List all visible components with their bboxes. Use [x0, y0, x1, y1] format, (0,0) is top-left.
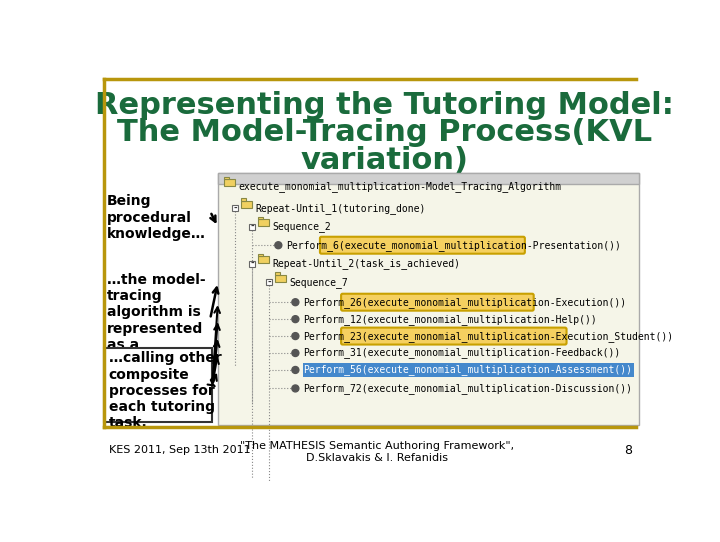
Text: Perform_26(execute_monomial_multiplication-Execution()): Perform_26(execute_monomial_multiplicati… — [303, 297, 626, 308]
Text: …the model-
tracing
algorithm is
represented
as a
composite
porcess…: …the model- tracing algorithm is represe… — [107, 273, 206, 384]
Text: "The MATHESIS Semantic Authoring Framework",: "The MATHESIS Semantic Authoring Framewo… — [240, 441, 514, 451]
Bar — [241, 198, 246, 201]
Text: KES 2011, Sep 13th 2011: KES 2011, Sep 13th 2011 — [109, 445, 251, 455]
FancyBboxPatch shape — [320, 237, 525, 254]
Circle shape — [292, 315, 299, 322]
Text: Being
procedural
knowledge…: Being procedural knowledge… — [107, 195, 206, 241]
Text: Perform_72(execute_monomial_multiplication-Discussion()): Perform_72(execute_monomial_multiplicati… — [303, 383, 632, 394]
Text: -: - — [250, 259, 253, 268]
Circle shape — [292, 366, 299, 373]
Text: Repeat-Until_1(tutoring_done): Repeat-Until_1(tutoring_done) — [255, 203, 426, 214]
Bar — [275, 272, 280, 275]
Text: Representing the Tutoring Model:: Representing the Tutoring Model: — [95, 91, 674, 120]
Text: Sequence_7: Sequence_7 — [289, 277, 348, 288]
Bar — [258, 217, 263, 220]
Bar — [218, 173, 639, 425]
Text: Perform_6(execute_monomial_multiplication-Presentation()): Perform_6(execute_monomial_multiplicatio… — [286, 240, 621, 250]
Bar — [218, 173, 639, 184]
Bar — [241, 201, 252, 208]
Bar — [224, 179, 235, 186]
Circle shape — [292, 350, 299, 357]
Text: Perform_56(execute_monomial_multiplication-Assessment()): Perform_56(execute_monomial_multiplicati… — [303, 365, 632, 376]
Bar — [266, 279, 272, 285]
Bar — [224, 177, 229, 179]
Circle shape — [292, 333, 299, 339]
Text: execute_monomial_multiplication-Model_Tracing_Algorithm: execute_monomial_multiplication-Model_Tr… — [238, 181, 561, 192]
Text: The Model-Tracing Process(KVL: The Model-Tracing Process(KVL — [117, 118, 652, 147]
Text: Perform_31(execute_monomial_multiplication-Feedback()): Perform_31(execute_monomial_multiplicati… — [303, 347, 621, 358]
Bar — [104, 349, 212, 422]
Bar — [249, 261, 255, 267]
Bar — [249, 224, 255, 230]
Text: …calling other
composite
processes for
each tutoring
task.: …calling other composite processes for e… — [109, 351, 221, 430]
Text: -: - — [267, 278, 271, 287]
Circle shape — [292, 299, 299, 306]
FancyBboxPatch shape — [341, 294, 534, 311]
Text: Sequence_2: Sequence_2 — [272, 221, 331, 232]
Bar — [232, 205, 238, 211]
Bar — [303, 363, 634, 377]
Text: Perform_12(execute_monomial_multiplication-Help()): Perform_12(execute_monomial_multiplicati… — [303, 314, 597, 325]
Text: Perform_23(execute_monomial_multiplication-Execution_Student()): Perform_23(execute_monomial_multiplicati… — [303, 331, 673, 341]
Text: Repeat-Until_2(task_is_achieved): Repeat-Until_2(task_is_achieved) — [272, 258, 460, 269]
Bar — [258, 254, 263, 256]
FancyBboxPatch shape — [341, 327, 567, 345]
Text: -: - — [250, 222, 253, 231]
Text: variation): variation) — [300, 146, 469, 175]
Circle shape — [275, 242, 282, 249]
Bar — [258, 220, 269, 227]
Bar — [258, 256, 269, 263]
Text: -: - — [233, 204, 237, 213]
Text: D.Sklavakis & I. Refanidis: D.Sklavakis & I. Refanidis — [306, 453, 448, 463]
Bar — [275, 275, 287, 282]
Circle shape — [292, 385, 299, 392]
Text: 8: 8 — [624, 443, 632, 456]
